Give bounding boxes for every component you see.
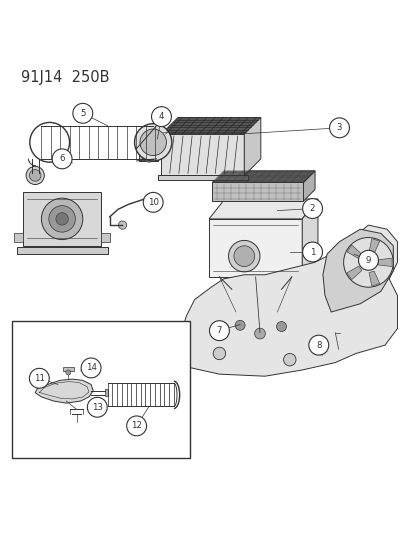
Circle shape (308, 335, 328, 355)
Text: 1: 1 (309, 247, 315, 256)
Circle shape (254, 328, 265, 339)
Circle shape (118, 221, 126, 229)
Bar (17, 247, 107, 254)
Circle shape (302, 242, 322, 262)
Circle shape (143, 192, 163, 212)
Text: 10: 10 (147, 198, 158, 207)
Polygon shape (138, 149, 158, 161)
Polygon shape (303, 171, 314, 201)
Text: 12: 12 (131, 422, 142, 430)
Circle shape (358, 251, 377, 270)
Circle shape (228, 240, 259, 272)
Bar (101, 233, 109, 241)
Polygon shape (35, 379, 93, 403)
Polygon shape (346, 266, 361, 280)
Circle shape (81, 358, 101, 378)
Circle shape (140, 129, 166, 156)
Text: 3: 3 (336, 123, 342, 132)
Polygon shape (377, 258, 391, 266)
Text: 4: 4 (158, 112, 164, 121)
Text: 6: 6 (59, 155, 65, 163)
Text: 2: 2 (309, 204, 315, 213)
Bar (23, 192, 101, 246)
Circle shape (126, 416, 146, 436)
Circle shape (87, 397, 107, 417)
Bar (62, 367, 74, 371)
Text: 11: 11 (34, 374, 45, 383)
Polygon shape (368, 271, 379, 286)
Polygon shape (301, 199, 317, 277)
Bar (209, 219, 301, 277)
Circle shape (134, 124, 171, 161)
Circle shape (29, 169, 41, 181)
Circle shape (302, 199, 322, 219)
Circle shape (361, 256, 374, 269)
Polygon shape (368, 239, 379, 254)
Polygon shape (322, 229, 392, 312)
Bar (161, 134, 244, 175)
Circle shape (73, 103, 93, 123)
Polygon shape (212, 171, 314, 182)
Bar (14, 233, 23, 241)
Polygon shape (161, 117, 260, 134)
Circle shape (283, 353, 295, 366)
Text: 7: 7 (216, 326, 222, 335)
Polygon shape (346, 245, 361, 259)
Text: 8: 8 (315, 341, 321, 350)
Circle shape (41, 198, 83, 240)
Polygon shape (244, 117, 260, 175)
Text: 91J14  250B: 91J14 250B (21, 70, 109, 85)
Circle shape (56, 213, 68, 225)
Text: 5: 5 (80, 109, 85, 118)
Polygon shape (180, 225, 396, 376)
Bar (104, 390, 108, 396)
Circle shape (141, 147, 156, 162)
Circle shape (52, 149, 72, 169)
Circle shape (343, 238, 392, 287)
Text: 9: 9 (365, 256, 370, 265)
Bar (12, 321, 189, 458)
Circle shape (151, 107, 171, 126)
Circle shape (209, 321, 229, 341)
Circle shape (276, 321, 286, 332)
Circle shape (233, 246, 254, 266)
Circle shape (29, 368, 49, 388)
Circle shape (213, 347, 225, 360)
Circle shape (235, 320, 244, 330)
Polygon shape (209, 199, 317, 219)
Bar (158, 175, 247, 180)
Text: 14: 14 (85, 364, 96, 373)
Circle shape (66, 370, 71, 375)
Bar (212, 182, 303, 201)
Text: 13: 13 (92, 403, 102, 412)
Circle shape (329, 118, 349, 138)
Circle shape (49, 206, 75, 232)
Circle shape (26, 166, 44, 184)
